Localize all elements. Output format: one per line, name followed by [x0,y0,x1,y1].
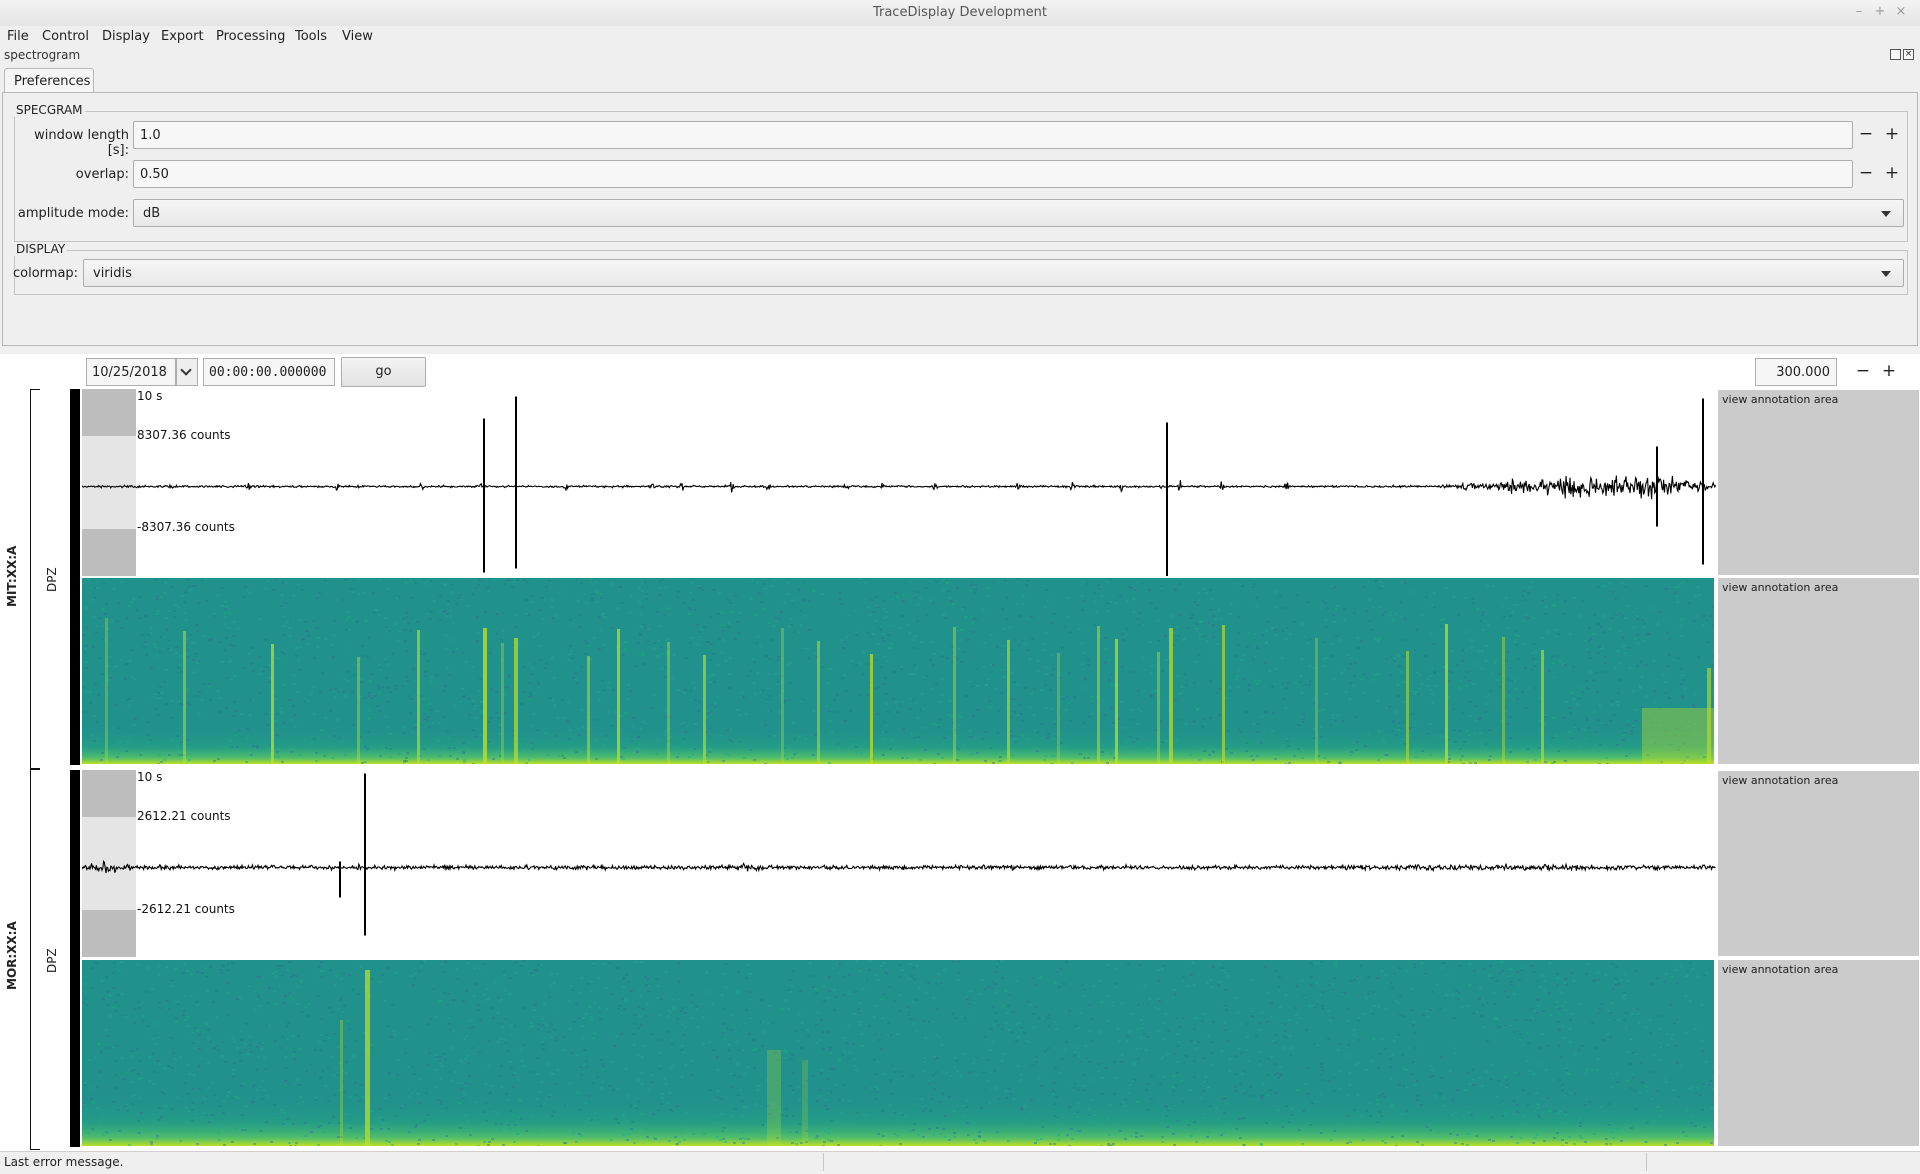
seismic-trace-mit[interactable] [82,389,1716,576]
seismic-trace-mor[interactable] [82,770,1716,957]
menu-view[interactable]: View [342,29,373,44]
amplitude-mode-select[interactable]: dB [133,199,1904,227]
window-length-label: window length [s]: [11,128,129,158]
duration-increment-button[interactable]: + [1877,358,1901,386]
annotation-area[interactable]: view annotation area [1718,578,1919,764]
menu-export[interactable]: Export [161,29,204,44]
colormap-label: colormap: [13,266,79,281]
station-label: MOR:XX:A [5,921,19,990]
overlap-increment-button[interactable]: + [1880,160,1904,188]
close-button[interactable]: × [1893,4,1909,19]
channel-selector-bar[interactable] [70,770,80,1147]
channel-label: DPZ [45,567,59,592]
time-input[interactable]: 00:00:00.000000 [203,358,335,386]
menu-control[interactable]: Control [42,29,89,44]
menu-display[interactable]: Display [102,29,150,44]
menu-bar: File Control Display Export Processing T… [0,26,1920,48]
window-length-decrement-button[interactable]: − [1854,121,1878,149]
preferences-panel: SPECGRAM window length [s]: 1.0 − + over… [2,92,1918,346]
station-bracket [30,389,40,769]
dock-float-icon[interactable] [1890,49,1901,60]
status-separator [823,1153,824,1171]
status-separator [1646,1153,1647,1171]
dock-close-icon[interactable]: × [1903,49,1914,60]
amplitude-mode-label: amplitude mode: [11,206,129,221]
window-length-increment-button[interactable]: + [1880,121,1904,149]
status-bar [0,1151,1920,1174]
duration-input[interactable]: 300.000 [1755,358,1837,386]
overlap-decrement-button[interactable]: − [1854,160,1878,188]
overlap-input[interactable]: 0.50 [133,160,1853,188]
specgram-group-title: SPECGRAM [14,103,85,117]
chevron-down-icon [180,364,191,375]
menu-file[interactable]: File [7,29,29,44]
date-input[interactable]: 10/25/2018 [86,358,176,386]
display-group-title: DISPLAY [14,242,67,256]
date-dropdown-button[interactable] [176,358,198,386]
annotation-area-label: view annotation area [1722,774,1838,787]
annotation-area-label: view annotation area [1722,581,1838,594]
annotation-area-label: view annotation area [1722,963,1838,976]
annotation-area[interactable]: view annotation area [1718,960,1919,1146]
menu-tools[interactable]: Tools [295,29,327,44]
window-title: TraceDisplay Development [0,5,1920,20]
amplitude-min-label: -2612.21 counts [137,902,235,916]
chevron-down-icon [1881,271,1891,277]
overlap-label: overlap: [11,167,129,182]
time-scale-label: 10 s [137,770,162,784]
station-bracket [30,769,40,1150]
annotation-area[interactable]: view annotation area [1718,390,1919,575]
colormap-select[interactable]: viridis [83,259,1904,287]
channel-selector-bar[interactable] [70,389,80,765]
time-scale-label: 10 s [137,389,162,403]
spectrogram-mit[interactable] [82,578,1714,764]
window-length-input[interactable]: 1.0 [133,121,1853,149]
menu-processing[interactable]: Processing [216,29,285,44]
annotation-area[interactable]: view annotation area [1718,771,1919,956]
annotation-area-label: view annotation area [1722,393,1838,406]
dock-title: spectrogram [4,48,80,62]
amplitude-min-label: -8307.36 counts [137,520,235,534]
duration-decrement-button[interactable]: − [1851,358,1875,386]
status-message: Last error message. [4,1155,123,1169]
amplitude-max-label: 2612.21 counts [137,809,231,823]
maximize-button[interactable]: + [1872,4,1888,19]
minimize-button[interactable]: – [1851,4,1867,19]
colormap-value: viridis [93,266,132,281]
go-button[interactable]: go [341,357,426,387]
channel-label: DPZ [45,948,59,973]
spectrogram-mor[interactable] [82,960,1714,1146]
station-label: MIT:XX:A [5,546,19,607]
tab-preferences[interactable]: Preferences [4,68,94,93]
chevron-down-icon [1881,211,1891,217]
amplitude-max-label: 8307.36 counts [137,428,231,442]
tab-preferences-label: Preferences [14,74,90,89]
window-titlebar: TraceDisplay Development – + × [0,0,1920,27]
amplitude-mode-value: dB [143,206,160,221]
